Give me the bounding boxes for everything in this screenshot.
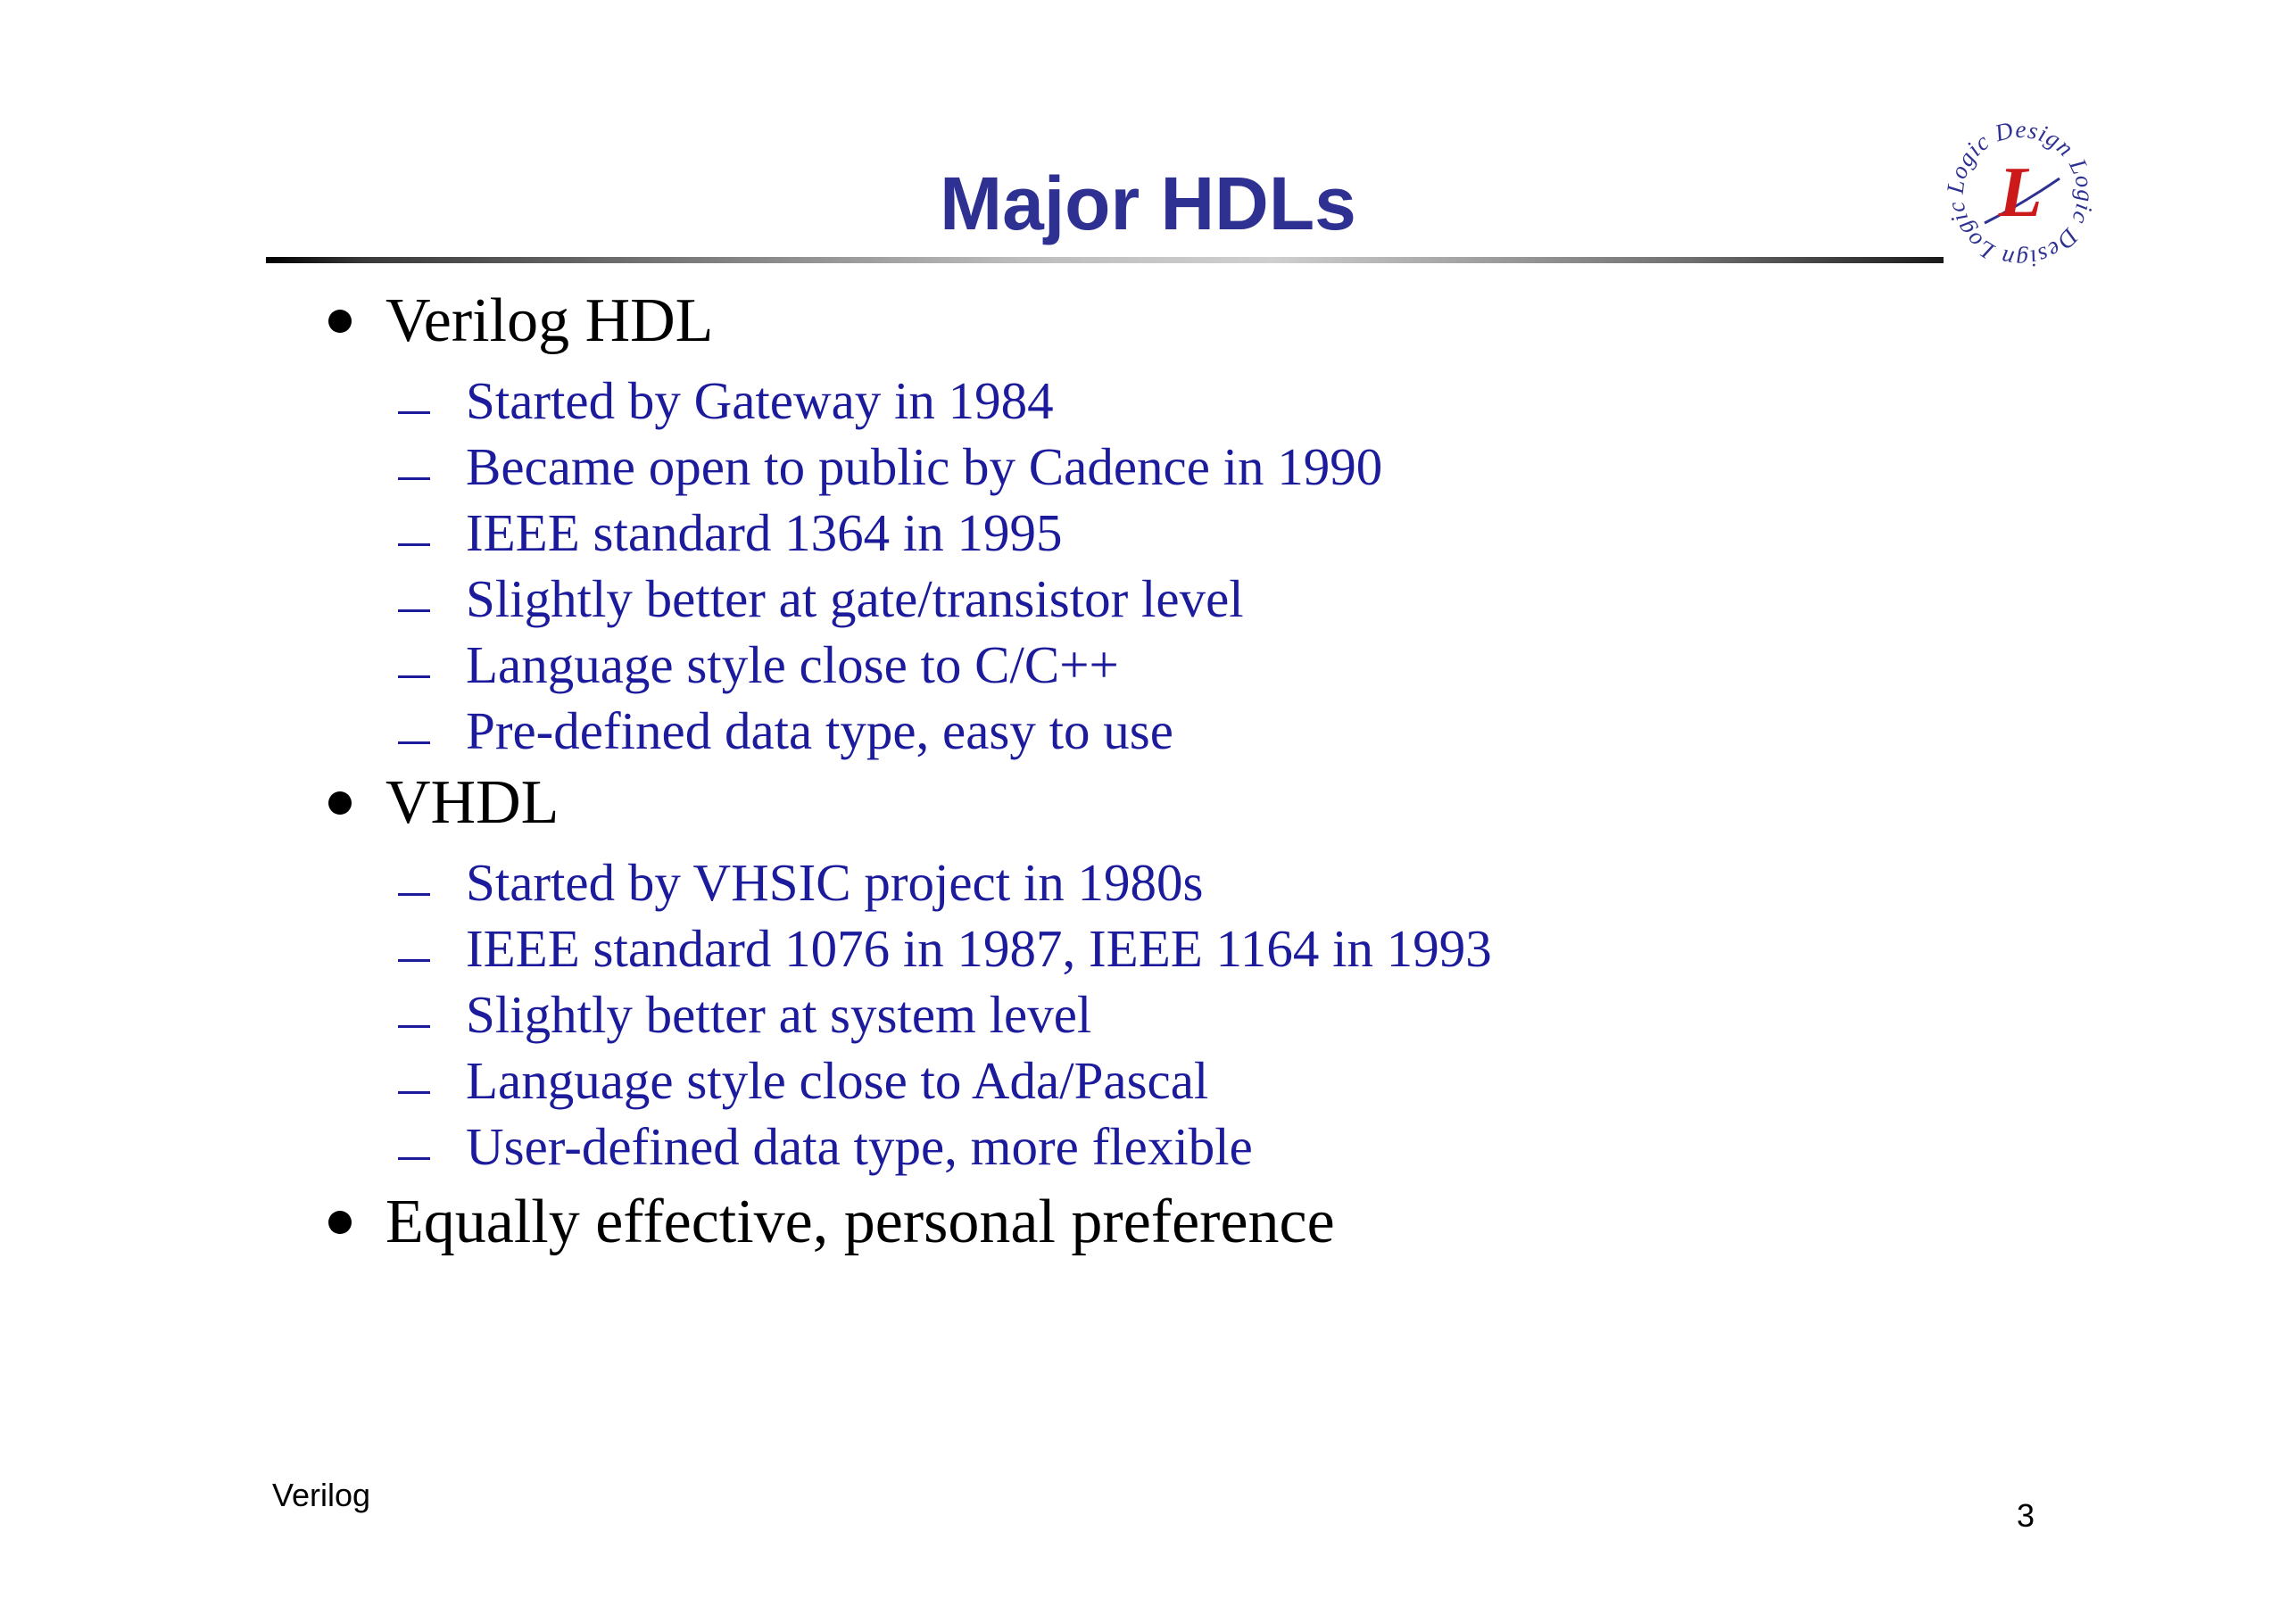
- sub-bullet-item: Language style close to C/C++: [398, 633, 1119, 696]
- slide-title: Major HDLs: [940, 161, 1356, 245]
- sub-bullet-text: Became open to public by Cadence in 1990: [466, 436, 1383, 496]
- sub-bullet-item: Started by Gateway in 1984: [398, 369, 1054, 432]
- sub-bullet-text: Started by Gateway in 1984: [466, 370, 1054, 430]
- bullet-text: Equally effective, personal preference: [385, 1188, 1335, 1256]
- bullet-item: VHDL: [328, 767, 559, 839]
- logic-design-logo: Logic Design Logic Design Logic Design L: [1942, 116, 2098, 273]
- dash-icon: [398, 1156, 430, 1160]
- bullet-dot-icon: [328, 310, 352, 333]
- dash-icon: [398, 892, 430, 896]
- sub-bullet-text: Slightly better at system level: [466, 984, 1092, 1044]
- logo-letter: L: [1998, 153, 2043, 232]
- sub-bullet-item: Slightly better at system level: [398, 983, 1091, 1046]
- sub-bullet-text: Language style close to Ada/Pascal: [466, 1050, 1209, 1110]
- sub-bullet-item: Pre-defined data type, easy to use: [398, 700, 1173, 762]
- sub-bullet-item: Started by VHSIC project in 1980s: [398, 851, 1204, 914]
- logo-swoosh-icon: [1984, 177, 2060, 225]
- sub-bullet-text: User-defined data type, more flexible: [466, 1116, 1253, 1176]
- sub-bullet-text: Started by VHSIC project in 1980s: [466, 852, 1204, 912]
- sub-bullet-item: Language style close to Ada/Pascal: [398, 1049, 1208, 1112]
- sub-bullet-text: Pre-defined data type, easy to use: [466, 700, 1173, 760]
- dash-icon: [398, 675, 430, 678]
- bullet-item: Equally effective, personal preference: [328, 1187, 1335, 1258]
- bullet-dot-icon: [328, 791, 352, 815]
- dash-icon: [398, 410, 430, 414]
- dash-icon: [398, 542, 430, 546]
- dash-icon: [398, 1090, 430, 1094]
- bullet-item: Verilog HDL: [328, 286, 713, 357]
- sub-bullet-item: IEEE standard 1364 in 1995: [398, 501, 1063, 564]
- bullet-text: VHDL: [385, 768, 559, 837]
- sub-bullet-item: Became open to public by Cadence in 1990: [398, 435, 1382, 498]
- dash-icon: [398, 1024, 430, 1028]
- dash-icon: [398, 609, 430, 612]
- sub-bullet-item: Slightly better at gate/transistor level: [398, 567, 1244, 630]
- sub-bullet-item: User-defined data type, more flexible: [398, 1115, 1253, 1178]
- dash-icon: [398, 476, 430, 480]
- sub-bullet-text: IEEE standard 1364 in 1995: [466, 502, 1063, 562]
- title-divider: [266, 257, 1944, 263]
- sub-bullet-item: IEEE standard 1076 in 1987, IEEE 1164 in…: [398, 917, 1492, 980]
- dash-icon: [398, 958, 430, 962]
- dash-icon: [398, 741, 430, 744]
- footer-label: Verilog: [272, 1477, 371, 1513]
- sub-bullet-text: Language style close to C/C++: [466, 634, 1119, 694]
- sub-bullet-text: IEEE standard 1076 in 1987, IEEE 1164 in…: [466, 918, 1492, 978]
- bullet-text: Verilog HDL: [385, 286, 714, 355]
- sub-bullet-text: Slightly better at gate/transistor level: [466, 568, 1244, 628]
- page-number: 3: [2016, 1497, 2035, 1534]
- bullet-dot-icon: [328, 1211, 352, 1234]
